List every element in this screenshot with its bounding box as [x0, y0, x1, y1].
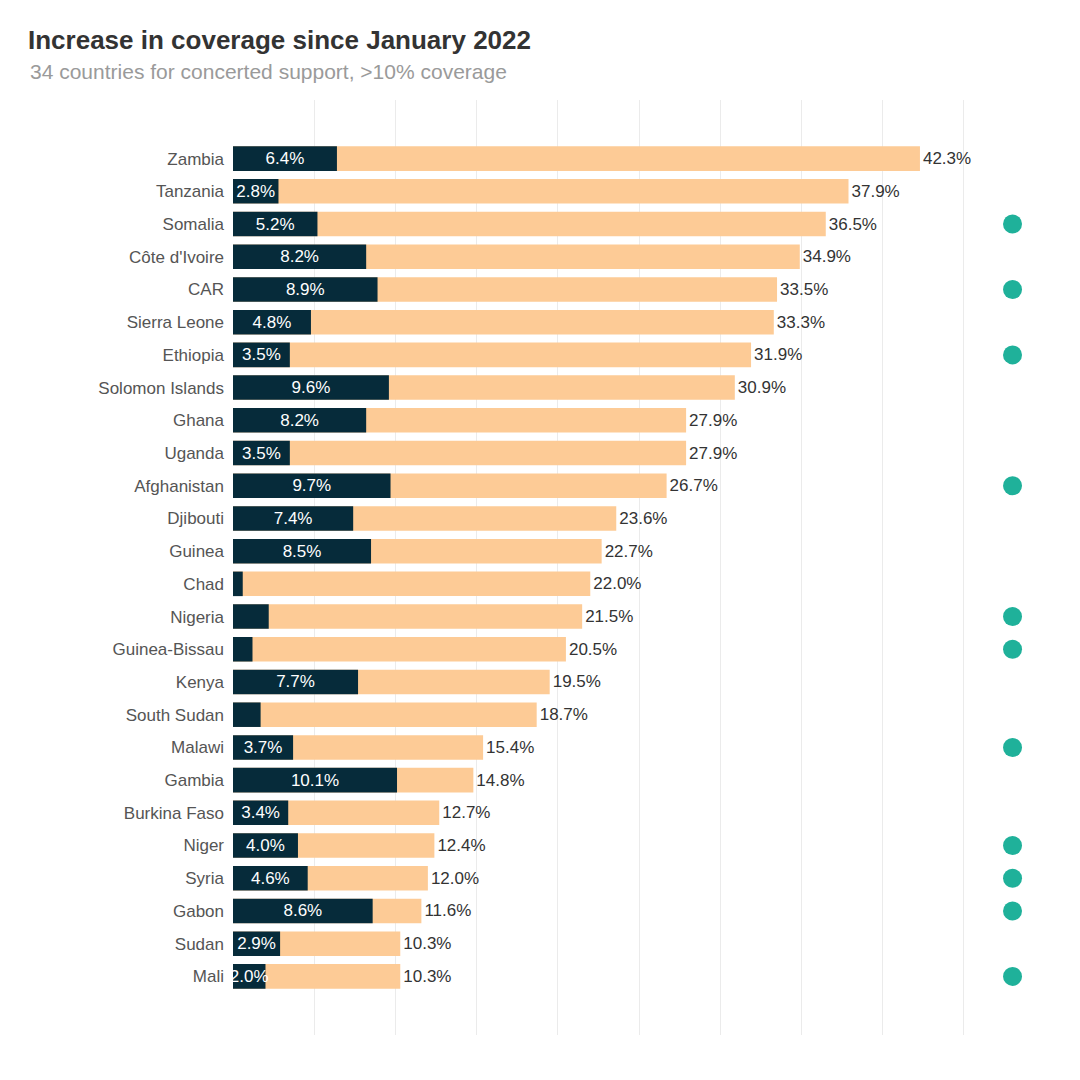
- svg-text:4.8%: 4.8%: [253, 313, 292, 332]
- svg-text:30.9%: 30.9%: [738, 378, 786, 397]
- svg-text:12.0%: 12.0%: [431, 869, 479, 888]
- svg-text:3.4%: 3.4%: [241, 803, 280, 822]
- svg-text:Sudan: Sudan: [175, 935, 224, 954]
- svg-text:2.9%: 2.9%: [237, 934, 276, 953]
- svg-text:27.9%: 27.9%: [689, 444, 737, 463]
- svg-text:37.9%: 37.9%: [852, 182, 900, 201]
- svg-text:CAR: CAR: [188, 280, 224, 299]
- svg-text:31.9%: 31.9%: [754, 345, 802, 364]
- svg-text:36.5%: 36.5%: [829, 215, 877, 234]
- svg-text:3.5%: 3.5%: [242, 444, 281, 463]
- svg-text:8.2%: 8.2%: [280, 411, 319, 430]
- svg-text:8.5%: 8.5%: [283, 542, 322, 561]
- svg-text:4.6%: 4.6%: [251, 869, 290, 888]
- svg-text:14.8%: 14.8%: [476, 771, 524, 790]
- svg-text:42.3%: 42.3%: [923, 149, 971, 168]
- svg-text:Guinea: Guinea: [169, 542, 224, 561]
- svg-text:34 countries for concerted sup: 34 countries for concerted support, >10%…: [30, 60, 507, 83]
- svg-text:3.5%: 3.5%: [242, 345, 281, 364]
- svg-text:4.0%: 4.0%: [246, 836, 285, 855]
- svg-text:33.3%: 33.3%: [777, 313, 825, 332]
- svg-text:8.6%: 8.6%: [283, 901, 322, 920]
- svg-text:Tanzania: Tanzania: [156, 182, 225, 201]
- svg-text:7.4%: 7.4%: [274, 509, 313, 528]
- svg-text:3.7%: 3.7%: [244, 738, 283, 757]
- svg-text:19.5%: 19.5%: [553, 672, 601, 691]
- svg-text:Burkina Faso: Burkina Faso: [124, 804, 224, 823]
- svg-text:34.9%: 34.9%: [803, 247, 851, 266]
- svg-text:9.6%: 9.6%: [292, 378, 331, 397]
- svg-text:15.4%: 15.4%: [486, 738, 534, 757]
- svg-text:Malawi: Malawi: [171, 738, 224, 757]
- svg-text:Zambia: Zambia: [167, 150, 224, 169]
- svg-text:2.0%: 2.0%: [230, 967, 269, 986]
- svg-text:South Sudan: South Sudan: [126, 706, 224, 725]
- svg-text:Chad: Chad: [183, 575, 224, 594]
- svg-text:9.7%: 9.7%: [292, 476, 331, 495]
- svg-text:Gabon: Gabon: [173, 902, 224, 921]
- svg-text:21.5%: 21.5%: [585, 607, 633, 626]
- svg-text:11.6%: 11.6%: [424, 901, 471, 920]
- svg-text:Solomon Islands: Solomon Islands: [98, 379, 224, 398]
- svg-text:6.4%: 6.4%: [266, 149, 305, 168]
- svg-text:23.6%: 23.6%: [619, 509, 667, 528]
- svg-text:Kenya: Kenya: [176, 673, 225, 692]
- svg-text:5.2%: 5.2%: [256, 215, 295, 234]
- svg-text:20.5%: 20.5%: [569, 640, 617, 659]
- svg-text:22.7%: 22.7%: [605, 542, 653, 561]
- svg-text:Somalia: Somalia: [163, 215, 225, 234]
- svg-text:12.7%: 12.7%: [442, 803, 490, 822]
- svg-text:Guinea-Bissau: Guinea-Bissau: [112, 640, 224, 659]
- svg-text:27.9%: 27.9%: [689, 411, 737, 430]
- svg-text:Niger: Niger: [183, 836, 224, 855]
- svg-text:Nigeria: Nigeria: [170, 608, 224, 627]
- svg-text:Sierra Leone: Sierra Leone: [127, 313, 224, 332]
- svg-text:12.4%: 12.4%: [437, 836, 485, 855]
- svg-text:Côte d'Ivoire: Côte d'Ivoire: [129, 248, 224, 267]
- svg-text:Syria: Syria: [185, 869, 224, 888]
- svg-text:Gambia: Gambia: [164, 771, 224, 790]
- svg-text:10.3%: 10.3%: [403, 967, 451, 986]
- svg-text:7.7%: 7.7%: [276, 672, 315, 691]
- svg-text:8.2%: 8.2%: [280, 247, 319, 266]
- svg-text:26.7%: 26.7%: [670, 476, 718, 495]
- svg-text:10.1%: 10.1%: [291, 771, 339, 790]
- svg-text:22.0%: 22.0%: [593, 574, 641, 593]
- svg-text:Uganda: Uganda: [164, 444, 224, 463]
- svg-text:18.7%: 18.7%: [540, 705, 588, 724]
- svg-text:Mali: Mali: [193, 967, 224, 986]
- svg-text:33.5%: 33.5%: [780, 280, 828, 299]
- svg-text:Afghanistan: Afghanistan: [134, 477, 224, 496]
- svg-text:Ghana: Ghana: [173, 411, 225, 430]
- svg-text:8.9%: 8.9%: [286, 280, 325, 299]
- svg-text:10.3%: 10.3%: [403, 934, 451, 953]
- svg-text:2.8%: 2.8%: [236, 182, 275, 201]
- svg-text:Increase in coverage since Jan: Increase in coverage since January 2022: [28, 25, 531, 55]
- svg-text:Ethiopia: Ethiopia: [163, 346, 225, 365]
- svg-text:Djibouti: Djibouti: [167, 509, 224, 528]
